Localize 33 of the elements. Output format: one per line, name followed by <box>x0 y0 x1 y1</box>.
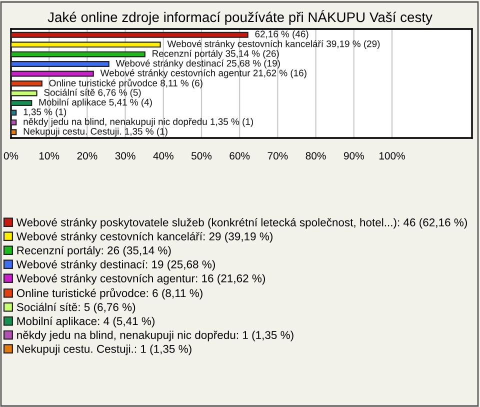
x-tick-label: 80% <box>306 152 326 160</box>
legend-label: Webové stránky cestovních kanceláří: 29 (39,19 %) <box>16 232 272 243</box>
data-label: někdy jedu na blind, nenakupuji nic dopředu 1,35 % (1) <box>24 118 253 127</box>
x-tick-label: 40% <box>153 152 174 160</box>
data-label: 62,16 % (46) <box>255 30 308 40</box>
x-tick-label: 0% <box>4 152 18 160</box>
chart-title: Jaké online zdroje informací používáte při NÁKUPU Vaší cesty <box>48 10 432 25</box>
data-label: Nekupuji cestu. Cestuji. 1,35 % (1) <box>24 128 168 137</box>
legend-label: Mobilní aplikace: 4 (5,41 %) <box>17 316 154 328</box>
x-tick-label: 20% <box>77 152 98 160</box>
x-tick-label: 100% <box>379 152 405 160</box>
x-tick-label: 30% <box>115 152 136 160</box>
x-tick-label: 90% <box>344 152 364 160</box>
data-label: Webové stránky cestovních kanceláří 39,19 % (29) <box>167 40 380 50</box>
legend-label: Nekupuji cestu. Cestuji.: 1 (1,35 %) <box>17 344 192 356</box>
data-label: Sociální sítě 6,76 % (5) <box>44 88 141 98</box>
legend-label: Webové stránky destinací: 19 (25,68 %) <box>16 260 215 271</box>
x-tick-label: 10% <box>39 152 60 160</box>
legend-label: Online turistické průvodce: 6 (8,11 %) <box>16 288 202 300</box>
legend-label: Recenzní portály: 26 (35,14 %) <box>17 246 171 257</box>
x-tick-label: 70% <box>268 152 288 160</box>
data-label: Webové stránky destinací 25,68 % (19) <box>116 60 280 68</box>
x-tick-label: 60% <box>230 152 250 160</box>
legend-label: Webové stránky poskytovatele služeb (konkrétní letecká společnost, hotel...): 46 (62,16 %) <box>16 218 467 229</box>
data-label: Webové stránky cestovních agentur 21,62 % (16) <box>100 69 306 78</box>
data-label: Mobilní aplikace 5,41 % (4) <box>39 98 152 108</box>
data-label: Recenzní portály 35,14 % (26) <box>152 50 279 59</box>
legend-label: Webové stránky cestovních agentur: 16 (21,62 %) <box>16 274 265 285</box>
x-tick-label: 50% <box>191 152 212 160</box>
data-label: Online turistické průvodce 8,11 % (6) <box>49 78 202 88</box>
legend-label: někdy jedu na blind, nenakupuji nic dopředu: 1 (1,35 %) <box>17 330 294 342</box>
legend-label: Sociální sítě: 5 (6,76 %) <box>16 302 136 314</box>
data-label: 1,35 % (1) <box>24 108 66 118</box>
